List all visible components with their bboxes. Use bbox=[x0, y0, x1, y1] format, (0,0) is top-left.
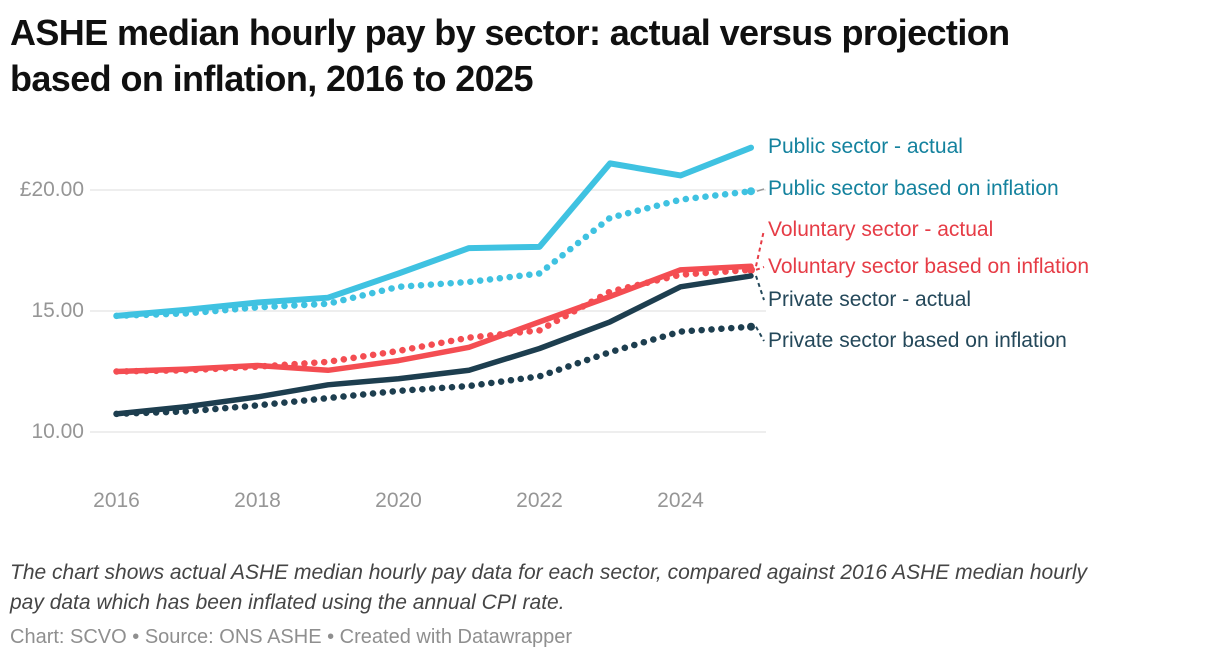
series-line-voluntary-sector-actual[interactable] bbox=[113, 263, 754, 375]
x-tick-label-2022: 2022 bbox=[516, 489, 563, 512]
series-label-private-sector-actual: Private sector - actual bbox=[768, 288, 972, 311]
series-label-public-sector-actual: Public sector - actual bbox=[768, 135, 963, 158]
series-endpoint-private-sector-based-on-inflation bbox=[747, 322, 755, 331]
leader-line-private-sector-based-on-inflation bbox=[755, 326, 765, 342]
chart-title-line2: based on inflation, 2016 to 2025 bbox=[10, 58, 534, 99]
leader-line-voluntary-sector-based-on-inflation bbox=[755, 266, 765, 271]
y-tick-label-15: 15.00 bbox=[31, 299, 84, 322]
series-line-private-sector-actual[interactable] bbox=[113, 273, 754, 417]
series-line-public-sector-based-on-inflation[interactable] bbox=[113, 187, 755, 320]
series-endpoint-public-sector-based-on-inflation bbox=[747, 187, 755, 196]
chart-notes-line2: pay data which has been inflated using t… bbox=[10, 591, 565, 614]
series-line-public-sector-actual[interactable] bbox=[113, 144, 754, 319]
series-label-private-sector-based-on-inflation: Private sector based on inflation bbox=[768, 329, 1067, 352]
chart-title-line1: ASHE median hourly pay by sector: actual… bbox=[10, 12, 1010, 53]
series-label-voluntary-sector-based-on-inflation: Voluntary sector based on inflation bbox=[768, 255, 1090, 278]
leader-line-voluntary-sector-actual bbox=[755, 229, 765, 267]
x-tick-label-2020: 2020 bbox=[375, 489, 422, 512]
y-tick-label-20: £20.00 bbox=[19, 178, 84, 201]
x-tick-label-2024: 2024 bbox=[657, 489, 704, 512]
chart-title: ASHE median hourly pay by sector: actual… bbox=[10, 10, 1210, 102]
series-line-private-sector-based-on-inflation[interactable] bbox=[113, 323, 755, 418]
leader-line-public-sector-based-on-inflation bbox=[756, 188, 765, 192]
series-label-voluntary-sector-actual: Voluntary sector - actual bbox=[768, 218, 994, 241]
chart-attribution: Chart: SCVO • Source: ONS ASHE • Created… bbox=[10, 626, 573, 648]
chart-notes: The chart shows actual ASHE median hourl… bbox=[10, 558, 1215, 618]
x-tick-label-2018: 2018 bbox=[234, 489, 281, 512]
chart-notes-line1: The chart shows actual ASHE median hourl… bbox=[10, 561, 1088, 584]
leader-line-private-sector-actual bbox=[755, 275, 765, 301]
y-tick-label-10: 10.00 bbox=[31, 420, 84, 443]
series-label-public-sector-based-on-inflation: Public sector based on inflation bbox=[768, 177, 1059, 200]
x-tick-label-2016: 2016 bbox=[93, 489, 140, 512]
